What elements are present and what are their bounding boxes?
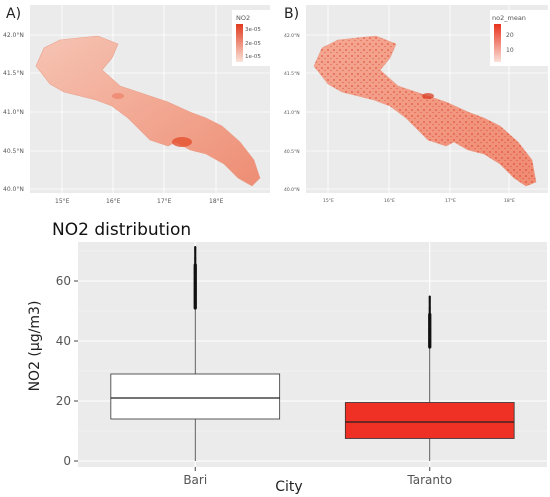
- lon-label: 17°E: [157, 198, 172, 205]
- bari-area-a: [112, 93, 124, 99]
- panel-b-label: B): [284, 6, 300, 22]
- chart-title: NO2 distribution: [52, 220, 192, 240]
- y-tick-label: 40: [56, 334, 71, 348]
- y-tick-label: 20: [56, 394, 71, 408]
- lat-label: 42.0°N: [284, 33, 300, 39]
- x-tick-label: Bari: [183, 473, 207, 487]
- bari-area-b: [422, 93, 434, 99]
- lon-label: 18°E: [209, 198, 224, 205]
- panel-a-label: A): [6, 6, 22, 22]
- legend-a-colorbar: [236, 24, 243, 62]
- box-taranto: [344, 295, 515, 461]
- lat-label: 40.0°N: [3, 186, 24, 193]
- x-axis-label: City: [275, 479, 302, 495]
- legend-a-title: NO2: [236, 14, 250, 22]
- boxes: [110, 246, 515, 461]
- apulia-points-b: [314, 36, 536, 186]
- outlier-point: [194, 246, 197, 249]
- map-b: no2_mean 20 10 42.0°N 41.5°N 41.0°N 40.5…: [284, 5, 548, 204]
- lon-label: 15°E: [323, 198, 334, 204]
- lon-label: 15°E: [55, 198, 70, 205]
- y-tick-label: 60: [56, 274, 71, 288]
- x-tick-label: Taranto: [406, 473, 452, 487]
- outlier-point: [428, 295, 431, 298]
- apulia-region-a: [35, 35, 261, 187]
- lat-label: 42.0°N: [3, 32, 24, 39]
- legend-a-tick: 2e-05: [245, 41, 261, 47]
- legend-b-tick: 20: [506, 32, 514, 39]
- legend-a-tick: 1e-05: [245, 54, 261, 60]
- y-axis-ticks: 0 20 40 60: [56, 274, 78, 468]
- lat-label: 41.0°N: [284, 110, 300, 116]
- lat-label: 40.0°N: [284, 187, 300, 193]
- lat-label: 41.5°N: [3, 70, 24, 77]
- legend-b-colorbar: [494, 24, 501, 62]
- lon-label: 18°E: [504, 198, 515, 204]
- lon-label: 17°E: [445, 198, 456, 204]
- lon-label: 16°E: [106, 198, 121, 205]
- legend-a-tick: 3e-05: [245, 27, 261, 33]
- lon-label: 16°E: [384, 198, 395, 204]
- legend-b-title: no2_mean: [492, 14, 526, 22]
- x-axis-ticks: Bari Taranto: [183, 467, 452, 487]
- map-a: NO2 3e-05 2e-05 1e-05 42.0°N 41.5°N 41.0…: [3, 5, 270, 205]
- lat-label: 41.5°N: [284, 71, 300, 77]
- legend-b-tick: 10: [506, 47, 514, 54]
- lat-label: 40.5°N: [284, 149, 300, 155]
- taranto-hotspot-a: [172, 137, 192, 147]
- lat-label: 40.5°N: [3, 148, 24, 155]
- y-axis-label: NO2 (μg/m3): [27, 301, 43, 392]
- y-tick-label: 0: [63, 454, 71, 468]
- box-body: [110, 373, 281, 420]
- box-body: [344, 402, 515, 439]
- boxplot-chart: 0 20 40 60 Bari Taranto NO2 (μg/m3) City: [27, 242, 547, 495]
- box-bari: [110, 246, 281, 461]
- lat-label: 41.0°N: [3, 109, 24, 116]
